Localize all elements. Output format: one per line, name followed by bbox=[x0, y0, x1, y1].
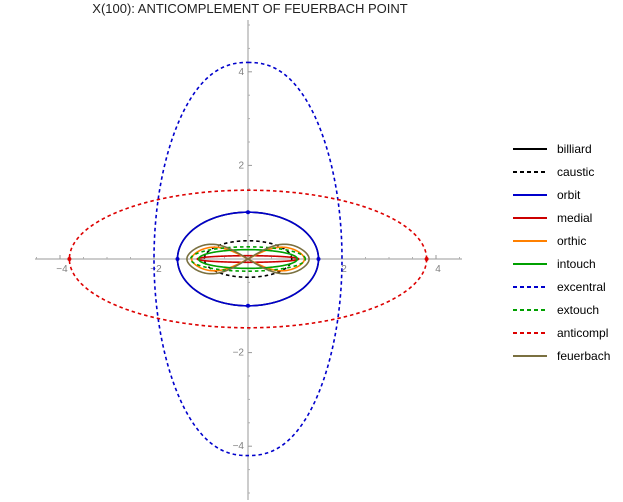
legend-item-billiard: billiard bbox=[510, 137, 620, 160]
legend-swatch bbox=[513, 308, 547, 311]
legend-label: caustic bbox=[557, 164, 595, 179]
legend-swatch bbox=[513, 354, 547, 357]
vertex-point bbox=[175, 257, 180, 261]
legend-swatch bbox=[513, 170, 547, 173]
x-tick-label: −2 bbox=[150, 264, 162, 275]
x-tick-label: 4 bbox=[435, 264, 441, 275]
y-tick-label: 2 bbox=[238, 160, 244, 171]
y-tick-label: −4 bbox=[233, 441, 245, 452]
legend-swatch bbox=[513, 239, 547, 242]
series-curve-excentral bbox=[153, 61, 343, 457]
series-curve-medial bbox=[196, 254, 300, 264]
legend-item-feuerbach: feuerbach bbox=[510, 344, 620, 367]
legend-swatch bbox=[513, 331, 547, 334]
legend-label: intouch bbox=[557, 256, 596, 271]
chart-title: X(100): ANTICOMPLEMENT OF FEUERBACH POIN… bbox=[92, 1, 408, 16]
legend-swatch bbox=[513, 285, 547, 288]
legend-item-intouch: intouch bbox=[510, 252, 620, 275]
series-curve-caustic bbox=[203, 239, 293, 279]
legend-item-anticompl: anticompl bbox=[510, 321, 620, 344]
x-tick-label: −4 bbox=[56, 264, 68, 275]
legend-label: excentral bbox=[557, 279, 606, 294]
legend-item-caustic: caustic bbox=[510, 160, 620, 183]
legend-item-medial: medial bbox=[510, 206, 620, 229]
vertex-point bbox=[246, 210, 250, 215]
legend-item-excentral: excentral bbox=[510, 275, 620, 298]
legend-label: anticompl bbox=[557, 325, 609, 340]
vertex-point bbox=[246, 303, 250, 308]
legend-item-orthic: orthic bbox=[510, 229, 620, 252]
legend-item-extouch: extouch bbox=[510, 298, 620, 321]
plot-area: −4 −2 2 4 −4 −2 2 4 bbox=[35, 20, 462, 500]
legend-swatch bbox=[513, 262, 547, 265]
legend-swatch bbox=[513, 193, 547, 196]
legend-item-orbit: orbit bbox=[510, 183, 620, 206]
series-curve-intouch bbox=[197, 248, 299, 270]
x-tick-label: 2 bbox=[341, 264, 347, 275]
series-curve-extouch bbox=[189, 246, 307, 272]
legend-label: medial bbox=[557, 210, 593, 225]
vertex-point bbox=[424, 257, 429, 261]
y-tick-label: −2 bbox=[233, 348, 245, 359]
y-tick-label: 4 bbox=[238, 67, 244, 78]
legend-label: orthic bbox=[557, 233, 587, 248]
legend-label: orbit bbox=[557, 187, 581, 202]
curves bbox=[67, 61, 429, 457]
legend-swatch bbox=[513, 147, 547, 150]
legend-label: feuerbach bbox=[557, 348, 611, 363]
legend-swatch bbox=[513, 216, 547, 219]
series-curve-feuerbach bbox=[186, 243, 310, 275]
vertex-point bbox=[316, 257, 321, 261]
legend-label: billiard bbox=[557, 141, 592, 156]
vertex-point bbox=[67, 257, 72, 261]
legend-label: extouch bbox=[557, 302, 600, 317]
legend: billiard caustic orbit medial orthic intouch e… bbox=[510, 137, 620, 367]
